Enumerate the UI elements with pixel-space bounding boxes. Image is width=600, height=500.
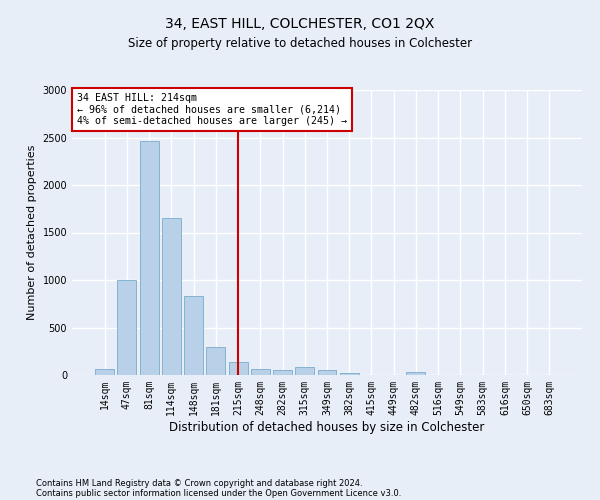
Text: 34 EAST HILL: 214sqm
← 96% of detached houses are smaller (6,214)
4% of semi-det: 34 EAST HILL: 214sqm ← 96% of detached h…: [77, 93, 347, 126]
Bar: [140, 142, 158, 375]
Bar: [273, 370, 292, 375]
Text: Contains HM Land Registry data © Crown copyright and database right 2024.: Contains HM Land Registry data © Crown c…: [36, 478, 362, 488]
Text: Contains public sector information licensed under the Open Government Licence v3: Contains public sector information licen…: [36, 488, 401, 498]
Bar: [340, 373, 359, 375]
Bar: [184, 296, 203, 375]
Bar: [295, 368, 314, 375]
Y-axis label: Number of detached properties: Number of detached properties: [27, 145, 37, 320]
Bar: [162, 218, 181, 375]
X-axis label: Distribution of detached houses by size in Colchester: Distribution of detached houses by size …: [169, 420, 485, 434]
Bar: [251, 370, 270, 375]
Bar: [206, 346, 225, 375]
Text: 34, EAST HILL, COLCHESTER, CO1 2QX: 34, EAST HILL, COLCHESTER, CO1 2QX: [166, 18, 434, 32]
Bar: [118, 280, 136, 375]
Bar: [317, 370, 337, 375]
Bar: [229, 362, 248, 375]
Bar: [406, 372, 425, 375]
Text: Size of property relative to detached houses in Colchester: Size of property relative to detached ho…: [128, 38, 472, 51]
Bar: [95, 370, 114, 375]
